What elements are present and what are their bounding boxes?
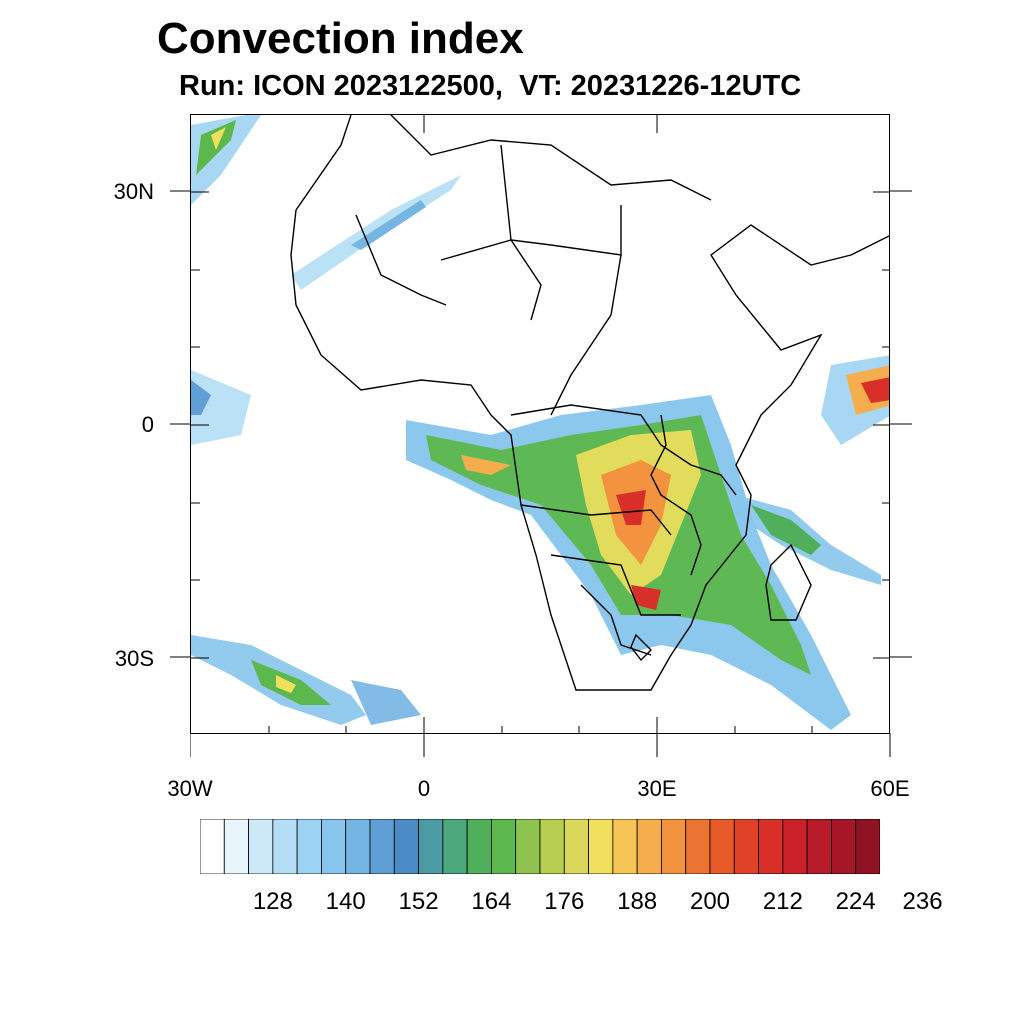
lat-label-30s: 30S xyxy=(114,646,154,671)
tick-marks xyxy=(191,115,889,733)
colorbar-swatch xyxy=(442,819,468,874)
map-title: Convection index xyxy=(157,14,524,63)
colorbar-label: 152 xyxy=(398,888,439,915)
colorbar-swatch xyxy=(855,819,880,874)
colorbar-swatch xyxy=(466,819,492,874)
colorbar-swatch xyxy=(661,819,687,874)
lon-label-0: 0 xyxy=(417,776,431,801)
colorbar-label: 128 xyxy=(252,888,293,915)
colorbar-swatch xyxy=(248,819,274,874)
colorbar-label: 188 xyxy=(617,888,658,915)
colorbar-label: 140 xyxy=(325,888,366,915)
lon-label-30w: 30W xyxy=(167,776,213,801)
colorbar xyxy=(200,819,880,874)
colorbar-swatch xyxy=(418,819,444,874)
colorbar-swatch xyxy=(296,819,322,874)
coastlines-borders xyxy=(290,115,889,691)
lat-label-30n: 30N xyxy=(113,179,154,204)
colorbar-swatch xyxy=(223,819,249,874)
outer-ticks xyxy=(190,733,891,757)
colorbar-swatch xyxy=(758,819,784,874)
convection-field xyxy=(191,115,889,730)
colorbar-label: 212 xyxy=(762,888,803,915)
colorbar-swatch xyxy=(539,819,565,874)
outer-left-ticks xyxy=(170,190,190,658)
colorbar-label: 200 xyxy=(689,888,731,915)
colorbar-swatch xyxy=(685,819,711,874)
colorbar-swatch xyxy=(515,819,541,874)
map-panel xyxy=(190,114,890,734)
outer-right-ticks xyxy=(890,190,912,658)
colorbar-swatch xyxy=(806,819,832,874)
colorbar-swatch xyxy=(636,819,662,874)
run-validity-subtitle: Run: ICON 2023122500, VT: 20231226-12UTC xyxy=(179,70,802,102)
colorbar-label: 224 xyxy=(835,888,876,915)
colorbar-swatch xyxy=(563,819,589,874)
lon-label-30e: 30E xyxy=(637,776,677,801)
colorbar-swatch xyxy=(782,819,808,874)
lat-label-0: 0 xyxy=(141,412,154,437)
colorbar-swatch xyxy=(393,819,419,874)
colorbar-swatch xyxy=(321,819,347,874)
colorbar-label: 176 xyxy=(544,888,585,915)
lon-label-60e: 60E xyxy=(870,776,910,801)
convection-field-map xyxy=(191,115,889,733)
colorbar-label: 236 xyxy=(902,888,943,915)
colorbar-swatch xyxy=(200,819,225,874)
colorbar-label: 164 xyxy=(471,888,512,915)
colorbar-swatch xyxy=(491,819,517,874)
colorbar-swatch xyxy=(612,819,638,874)
colorbar-swatch xyxy=(345,819,371,874)
colorbar-swatch xyxy=(272,819,298,874)
colorbar-swatch xyxy=(831,819,857,874)
colorbar-swatch xyxy=(588,819,614,874)
colorbar-swatch xyxy=(733,819,759,874)
colorbar-swatch xyxy=(369,819,395,874)
colorbar-swatch xyxy=(709,819,735,874)
